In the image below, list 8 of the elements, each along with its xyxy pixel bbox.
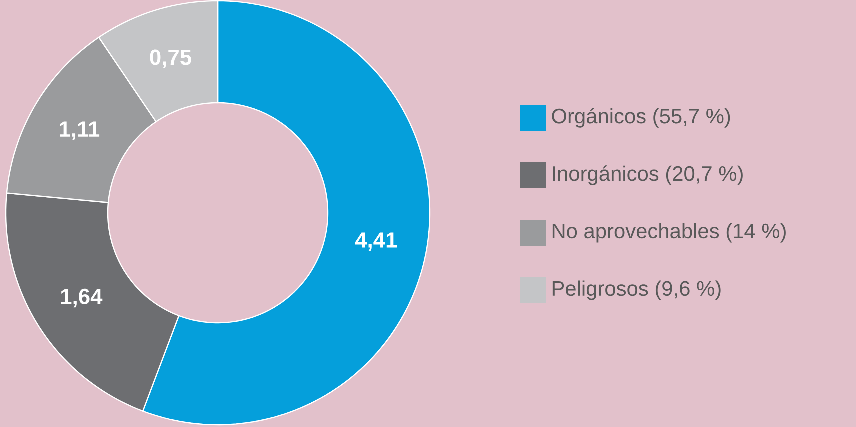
- data-label: 4,41: [355, 232, 398, 252]
- legend-label: Orgánicos (55,7 %): [552, 108, 730, 128]
- legend-label: No aprovechables (14 %): [552, 223, 786, 243]
- data-label: 0,75: [150, 50, 192, 68]
- data-label: 1,64: [61, 288, 103, 308]
- legend-label: Peligrosos (9,6 %): [552, 280, 721, 300]
- data-label: 1,11: [60, 122, 100, 140]
- legend-label: Inorgánicos (20,7 %): [553, 166, 743, 186]
